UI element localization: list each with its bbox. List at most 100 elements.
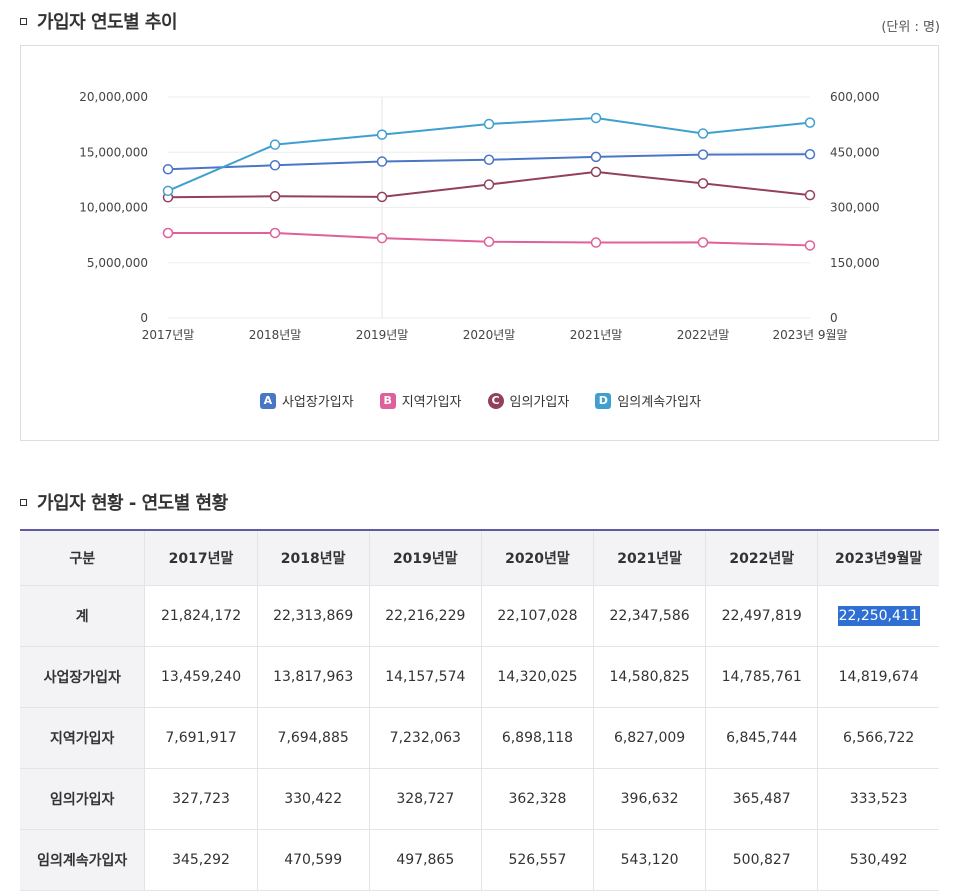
data-point	[590, 237, 602, 248]
table-cell: 7,691,917	[144, 707, 258, 769]
data-point	[162, 185, 174, 197]
legend-label: 임의계속가입자	[617, 395, 702, 410]
table-cell: 13,817,963	[256, 646, 370, 708]
selected-text[interactable]: 22,250,411	[837, 606, 920, 626]
table-cell: 13,459,240	[144, 646, 258, 708]
data-point	[269, 139, 281, 150]
table-cell: 530,492	[817, 829, 939, 891]
table-header-cell: 2022년말	[705, 529, 819, 586]
right-axis-tick-label: 450,000	[830, 145, 880, 159]
table-header-cell: 2021년말	[593, 529, 707, 586]
square-bullet-icon	[20, 498, 27, 506]
table-cell: 6,566,722	[817, 707, 939, 769]
table-cell: 21,824,172	[144, 585, 258, 647]
legend-label: 지역가입자	[401, 395, 462, 410]
table-row: 임의계속가입자 345,292 470,599 497,865 526,557 543,1…	[20, 829, 939, 891]
table-section-title: 가입자 현황 - 연도별 현황	[20, 489, 228, 515]
data-point	[376, 129, 388, 140]
table-cell: 14,785,761	[705, 646, 819, 708]
data-point	[269, 160, 281, 171]
data-point	[697, 178, 709, 189]
table-header-cell: 2017년말	[144, 529, 258, 586]
data-point	[483, 179, 495, 190]
data-point	[697, 149, 709, 160]
data-point	[483, 236, 495, 248]
table-section-title-text: 가입자 현황 - 연도별 현황	[37, 493, 228, 514]
unit-label: (단위 : 명)	[881, 20, 940, 35]
left-axis-tick-label: 10,000,000	[79, 201, 148, 215]
data-point	[804, 189, 816, 201]
legend-badge: A	[259, 392, 276, 409]
legend-badge: D	[595, 392, 612, 409]
legend-item: A 사업장가입자	[259, 391, 354, 410]
data-point	[590, 166, 602, 178]
legend-label: 사업장가입자	[281, 395, 354, 410]
chart-section-title-text: 가입자 연도별 추이	[37, 12, 178, 33]
table-cell: 328,727	[368, 768, 482, 830]
table-cell: 22,107,028	[480, 585, 595, 647]
table-cell: 365,487	[705, 768, 819, 830]
table-cell: 14,819,674	[817, 646, 939, 708]
table-cell: 500,827	[705, 829, 819, 891]
legend-item: B 지역가입자	[379, 391, 462, 410]
chart-svg: 0 0 5,000,000 150,000 10,000,000 300,000 15,00…	[79, 90, 880, 342]
data-point	[269, 227, 281, 239]
table-cell: 543,120	[593, 829, 707, 891]
subscriber-table: 구분 2017년말 2018년말 2019년말 2020년말 2021년말 2022년말 20…	[20, 529, 939, 891]
table-header-cell: 구분	[20, 529, 146, 586]
row-label-cell: 임의가입자	[20, 768, 146, 830]
data-point	[376, 191, 388, 203]
table-cell: 345,292	[144, 829, 258, 891]
legend-item: D 임의계속가입자	[595, 391, 701, 410]
legend-label: 임의가입자	[509, 395, 570, 410]
chart-legend: A 사업장가입자 B 지역가입자 C 임의가입자 D 임의계속가입자	[21, 391, 940, 410]
data-point	[376, 232, 388, 244]
row-label-cell: 지역가입자	[20, 707, 146, 769]
right-axis-tick-label: 0	[830, 311, 838, 325]
data-point	[697, 237, 709, 248]
table-cell: 526,557	[480, 829, 595, 891]
data-point	[483, 154, 495, 166]
table-row: 계 21,824,172 22,313,869 22,216,229 22,107,02…	[20, 585, 939, 647]
table-cell: 333,523	[817, 768, 939, 830]
table-cell: 22,347,586	[593, 585, 707, 647]
table-row: 임의가입자 327,723 330,422 328,727 362,328 396,632…	[20, 768, 939, 830]
right-axis-tick-label: 600,000	[830, 90, 880, 104]
table-header-cell: 2023년9월말	[817, 529, 939, 586]
table-cell: 22,313,869	[256, 585, 370, 647]
table-cell: 470,599	[256, 829, 370, 891]
table-cell: 22,497,819	[705, 585, 819, 647]
table-cell: 327,723	[144, 768, 258, 830]
left-axis-tick-label: 0	[140, 311, 148, 325]
row-label-cell: 사업장가입자	[20, 646, 146, 708]
row-label-cell: 임의계속가입자	[20, 829, 146, 891]
table-cell: 6,827,009	[593, 707, 707, 769]
table-cell: 22,216,229	[368, 585, 482, 647]
x-axis-tick-label: 2023년 9월말	[772, 328, 847, 342]
table-cell: 6,845,744	[705, 707, 819, 769]
table-header-cell: 2018년말	[256, 529, 370, 586]
table-cell: 7,232,063	[368, 707, 482, 769]
x-axis-tick-label: 2019년말	[356, 328, 409, 342]
data-point	[162, 164, 174, 175]
legend-item: C 임의가입자	[487, 391, 570, 410]
data-point	[590, 151, 602, 163]
table-cell: 14,320,025	[480, 646, 595, 708]
data-point	[590, 112, 602, 124]
right-axis-tick-label: 150,000	[830, 256, 880, 270]
chart-section-title: 가입자 연도별 추이	[20, 8, 178, 34]
table-header-row: 구분 2017년말 2018년말 2019년말 2020년말 2021년말 2022년말 20…	[20, 529, 939, 586]
data-point	[697, 128, 709, 139]
table-cell: 7,694,885	[256, 707, 370, 769]
table-body: 계 21,824,172 22,313,869 22,216,229 22,107,02…	[20, 585, 939, 891]
table-header-cell: 2019년말	[368, 529, 482, 586]
table-cell: 330,422	[256, 768, 370, 830]
data-point	[483, 118, 495, 130]
data-point	[162, 227, 174, 239]
x-axis-tick-label: 2018년말	[249, 328, 302, 342]
table-cell: 362,328	[480, 768, 595, 830]
data-point	[269, 191, 281, 202]
table-row: 사업장가입자 13,459,240 13,817,963 14,157,574 14,3…	[20, 646, 939, 708]
data-point	[376, 156, 388, 167]
table-cell: 497,865	[368, 829, 482, 891]
